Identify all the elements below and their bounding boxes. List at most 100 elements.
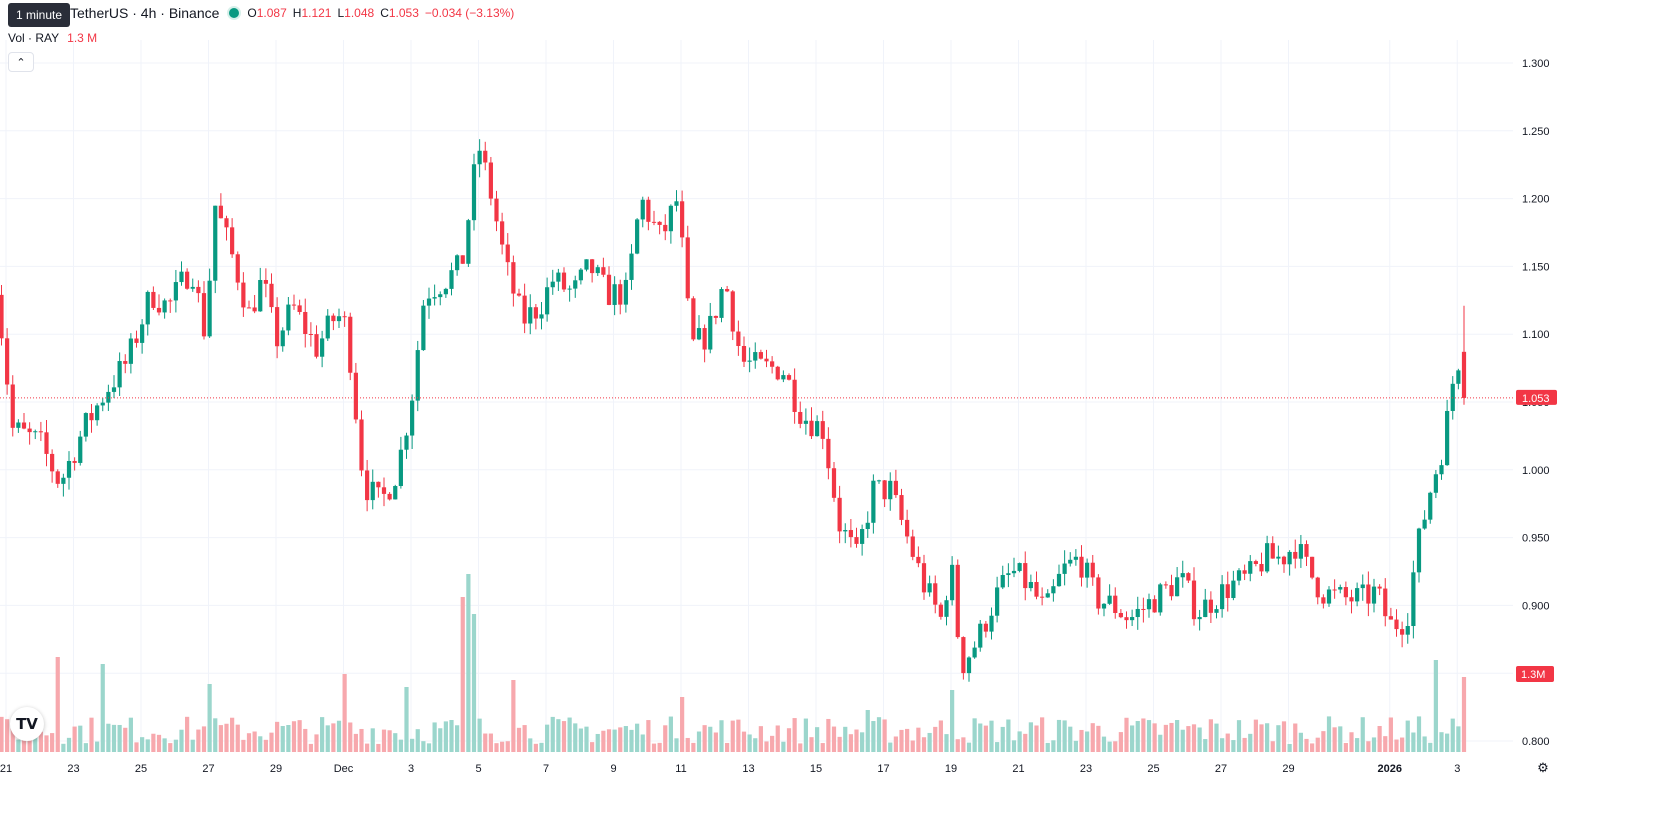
volume-bar: [921, 737, 927, 752]
volume-bar: [528, 738, 533, 752]
candle-body: [725, 289, 730, 292]
candle-body: [471, 164, 477, 221]
volume-bar: [218, 725, 223, 752]
time-tick-label: Dec: [334, 763, 354, 775]
volume-bar: [162, 738, 167, 752]
candle-body: [410, 400, 415, 436]
volume-bar: [1130, 725, 1135, 752]
volume-bar: [1051, 740, 1056, 752]
volume-bar: [612, 729, 617, 752]
volume-label[interactable]: Vol · RAY: [8, 31, 60, 45]
candle-body: [1040, 596, 1045, 598]
candle-body: [691, 298, 696, 340]
candle-body: [449, 270, 454, 289]
candle-body: [218, 205, 223, 219]
candle-body: [466, 220, 471, 264]
volume-bar: [432, 722, 437, 752]
candle-body: [134, 338, 139, 343]
volume-bar: [1433, 660, 1438, 752]
volume-bar: [623, 726, 628, 752]
volume-bar: [1214, 723, 1219, 752]
candle-body: [539, 314, 544, 319]
volume-bar: [145, 739, 150, 752]
volume-bar: [826, 718, 831, 752]
volume-bar: [1450, 718, 1455, 752]
volume-bar: [747, 734, 752, 752]
candle-body: [826, 438, 831, 469]
candle-body: [685, 237, 690, 299]
candle-body: [809, 420, 814, 437]
volume-bar: [471, 614, 477, 752]
volume-bar: [1180, 729, 1185, 752]
candle-body: [1242, 570, 1247, 574]
volume-bar: [16, 739, 21, 752]
tradingview-logo-icon[interactable]: TV: [10, 707, 44, 741]
volume-bar: [556, 719, 561, 752]
candle-body: [1220, 584, 1225, 610]
candle-body: [590, 259, 595, 274]
candle-body: [190, 286, 195, 289]
candle-body: [1298, 544, 1303, 559]
volume-bar: [286, 725, 291, 752]
volume-bar: [438, 728, 443, 752]
last-volume-label: 1.3M: [1521, 669, 1545, 681]
price-tick-label: 0.900: [1522, 600, 1550, 612]
candle-body: [196, 286, 201, 294]
volume-bar: [1175, 720, 1180, 752]
time-axis[interactable]: 21 23 25 27 29 Dec 3 5 7 9 11 13 15 17 19 21 23 25 27 29 202…: [0, 763, 1460, 775]
volume-bar: [1011, 740, 1017, 752]
candle-body: [663, 224, 668, 232]
volume-bar: [72, 726, 77, 752]
candle-body: [0, 294, 4, 339]
volume-bar: [381, 729, 387, 752]
volume-bar: [1343, 743, 1348, 752]
volume-bar: [1118, 732, 1123, 752]
candle-body: [1456, 370, 1461, 384]
volume-bar: [398, 739, 403, 752]
volume-bar: [61, 743, 66, 752]
collapse-legend-button[interactable]: ⌃: [8, 52, 34, 72]
volume-bar: [241, 739, 246, 752]
candle-body: [1107, 595, 1112, 604]
candle-body: [775, 366, 780, 380]
candle-body: [680, 201, 685, 238]
volume-bar: [719, 720, 724, 752]
volume-bar: [263, 739, 268, 752]
volume-bar: [786, 728, 792, 752]
volume-bar: [871, 721, 876, 752]
volume-bar: [1248, 733, 1253, 752]
symbol-title[interactable]: TetherUS · 4h · Binance: [70, 5, 220, 21]
candle-body: [786, 375, 792, 380]
candle-body: [905, 519, 910, 537]
volume-bar: [1281, 721, 1287, 752]
candle-body: [1236, 570, 1242, 581]
market-status-icon[interactable]: [229, 8, 240, 18]
candle-body: [1276, 556, 1281, 559]
volume-bar: [516, 727, 522, 752]
volume-bar: [308, 743, 313, 752]
volume-bar: [635, 723, 640, 752]
volume-bar: [1366, 741, 1371, 752]
candle-body: [426, 298, 432, 306]
time-tick-label: 29: [270, 763, 282, 775]
change-value: −0.034 (−3.13%): [424, 6, 515, 20]
candle-body: [353, 372, 358, 420]
volume-bar: [100, 664, 105, 752]
candle-body: [528, 307, 533, 324]
volume-bar: [860, 732, 865, 752]
volume-bar: [1377, 726, 1382, 752]
candle-body: [1034, 582, 1039, 597]
volume-bar: [1242, 737, 1247, 752]
volume-bar: [426, 743, 432, 752]
volume-bar: [78, 725, 83, 752]
volume-bar: [168, 743, 173, 752]
volume-bar: [573, 723, 578, 752]
volume-bar: [522, 725, 527, 752]
candle-body: [477, 150, 482, 165]
candle-body: [123, 361, 128, 364]
candle-body: [16, 422, 21, 428]
gear-icon[interactable]: ⚙: [1537, 760, 1549, 775]
volume-bar: [303, 728, 308, 752]
candle-body: [1163, 584, 1168, 586]
